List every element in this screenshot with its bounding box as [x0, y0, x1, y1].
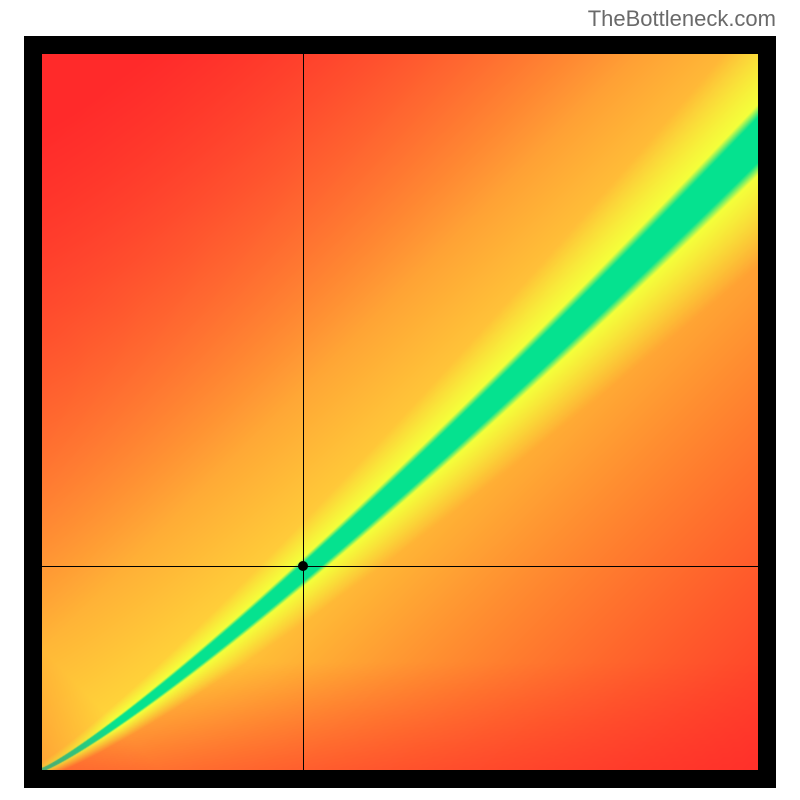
bottleneck-heatmap [42, 54, 758, 770]
plot-area [42, 54, 758, 770]
chart-frame [24, 36, 776, 788]
crosshair-vertical [303, 54, 304, 770]
selection-marker [298, 561, 308, 571]
crosshair-horizontal [42, 566, 758, 567]
watermark-text: TheBottleneck.com [588, 6, 776, 32]
